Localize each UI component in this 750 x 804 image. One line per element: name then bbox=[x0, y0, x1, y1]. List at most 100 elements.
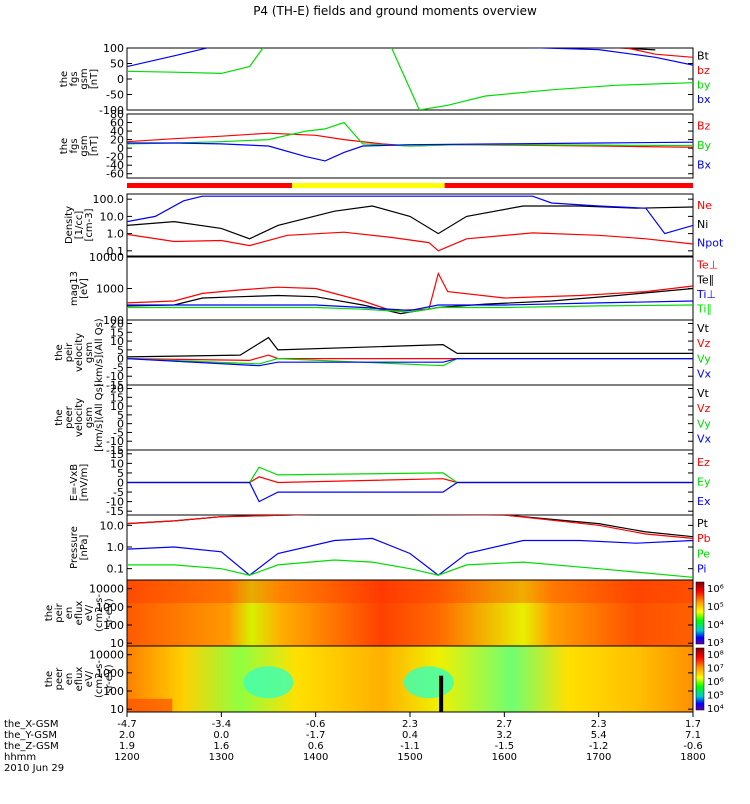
y-axis-label-line: E=-VxB bbox=[69, 464, 80, 501]
y-tick-label: 0 bbox=[117, 418, 124, 431]
y-tick-label: 50 bbox=[110, 58, 124, 71]
legend-Bz: Bz bbox=[697, 120, 711, 133]
legend-Pb: Pb bbox=[697, 532, 711, 545]
y-axis-label-line: gsm bbox=[79, 135, 90, 156]
footer-value: 5.4 bbox=[591, 730, 607, 741]
y-tick-label: 1.0 bbox=[107, 541, 125, 554]
y-tick-label: -40 bbox=[106, 159, 124, 172]
series-group bbox=[127, 195, 693, 252]
footer-row-label: hhmm bbox=[4, 752, 36, 763]
y-tick-label: -5 bbox=[113, 486, 124, 499]
y-tick-label: 10 bbox=[110, 457, 124, 470]
y-tick-label: 100 bbox=[103, 619, 124, 632]
y-tick-label: 5 bbox=[117, 344, 124, 357]
y-axis-label-line: (cm2-s- bbox=[94, 594, 105, 632]
y-axis-label-line: gsm bbox=[84, 407, 95, 428]
y-axis-label: thepeirvelocitygsm[km/s](All Qs) bbox=[54, 318, 105, 386]
panels-group: 100500-50-100thefgsgsm[nT]Btbzbybx806040… bbox=[44, 42, 724, 716]
colorbar-label: 10³ bbox=[707, 638, 724, 649]
series-Ez bbox=[127, 476, 693, 484]
y-axis-label-line: (cm2-s- bbox=[94, 660, 105, 698]
y-tick-label: 10000 bbox=[89, 251, 124, 264]
footer-value: 1800 bbox=[680, 752, 705, 763]
colorbar-label: 10⁴ bbox=[707, 620, 724, 631]
series-Te∥ bbox=[127, 287, 693, 315]
y-axis-label-line: peer bbox=[64, 405, 75, 429]
mode-bar bbox=[127, 183, 693, 188]
series-group bbox=[127, 121, 693, 162]
y-axis-label-line: the bbox=[54, 344, 65, 360]
colorbar-label: 10⁷ bbox=[707, 664, 724, 675]
series-Pb bbox=[127, 515, 693, 539]
colorbar-label: 10⁵ bbox=[707, 691, 724, 702]
legend-Vy: Vy bbox=[697, 352, 711, 365]
y-tick-label: 1000 bbox=[96, 667, 124, 680]
panel-frame bbox=[126, 319, 694, 386]
y-tick-label: 10.0 bbox=[100, 210, 125, 223]
y-tick-label: -100 bbox=[99, 104, 124, 117]
series-By bbox=[127, 121, 693, 147]
y-tick-label: -10 bbox=[106, 435, 124, 448]
footer-date: 2010 Jun 29 bbox=[4, 763, 64, 774]
legend-Ey: Ey bbox=[697, 475, 711, 488]
series-Ne bbox=[127, 231, 693, 252]
series-group bbox=[127, 466, 693, 503]
y-axis-label: Density[1/cc][cm-3] bbox=[64, 206, 95, 244]
y-axis-label: E=-VxB[mV/m] bbox=[69, 464, 90, 502]
y-tick-label: 10 bbox=[110, 400, 124, 413]
footer-axis: the_X-GSM -4.7 -3.4 -0.6 2.3 2.7 2.3 1.7 the_Y-G… bbox=[4, 712, 706, 774]
y-tick-label: -10 bbox=[106, 370, 124, 383]
panel-peir-spec: 10000 1000 100 10 thepeirenefluxeV/(cm2-s-sr… bbox=[44, 579, 724, 650]
legend-Npot: Npot bbox=[697, 237, 724, 250]
y-tick-label: 20 bbox=[110, 134, 124, 147]
footer-value: -0.6 bbox=[683, 741, 703, 752]
spectrogram-blob bbox=[243, 666, 294, 699]
spectrogram-band bbox=[127, 698, 173, 712]
legend-Vy: Vy bbox=[697, 417, 711, 430]
series-Ni bbox=[127, 205, 693, 240]
y-tick-label: 0 bbox=[117, 353, 124, 366]
legend-Vt: Vt bbox=[697, 322, 710, 335]
y-axis-label-line: [nPa] bbox=[79, 534, 90, 560]
y-axis-label-line: [km/s](All Qs) bbox=[94, 383, 105, 451]
series-Ex bbox=[127, 481, 693, 503]
legend-Bx: Bx bbox=[697, 158, 712, 171]
y-tick-label: 20 bbox=[110, 318, 124, 331]
y-axis-label-line: [eV] bbox=[79, 278, 90, 299]
y-axis-label-line: [nT] bbox=[89, 136, 100, 156]
y-axis-label: Pressure[nPa] bbox=[69, 526, 90, 569]
y-tick-label: 80 bbox=[110, 108, 124, 121]
y-axis-label-line: the bbox=[44, 671, 55, 687]
y-tick-label: 1000 bbox=[96, 601, 124, 614]
y-axis-label-line: eV/ bbox=[84, 670, 95, 687]
y-axis-label: thefgsgsm[nT] bbox=[59, 68, 100, 89]
series-Ti∥ bbox=[127, 304, 693, 313]
y-axis-label-line: mag13 bbox=[69, 271, 80, 306]
legend-Bt: Bt bbox=[697, 50, 710, 63]
y-axis-label-line: the bbox=[59, 71, 70, 87]
y-tick-label: 0 bbox=[117, 73, 124, 86]
y-axis-label-line: peer bbox=[54, 667, 65, 691]
series-Bx bbox=[127, 141, 693, 162]
y-axis-label-line: fgs bbox=[69, 71, 80, 86]
series-Vx bbox=[127, 358, 693, 367]
footer-value: -4.7 bbox=[117, 719, 137, 730]
y-axis-label-line: the bbox=[59, 138, 70, 154]
mode-bar-segment bbox=[444, 183, 693, 188]
series-Ey bbox=[127, 466, 693, 484]
y-axis-label-line: sr-eV) bbox=[104, 598, 115, 627]
legend-Pt: Pt bbox=[697, 517, 709, 530]
y-axis-label-line: fgs bbox=[69, 138, 80, 153]
footer-value: 1500 bbox=[397, 752, 422, 763]
legend-Ez: Ez bbox=[697, 456, 710, 469]
y-axis-label: thepeervelocitygsm[km/s](All Qs) bbox=[54, 383, 105, 451]
panel-peer-velocity: 20151050-5-10-15thepeervelocitygsm[km/s]… bbox=[54, 383, 712, 457]
y-axis-label-line: sr-eV) bbox=[104, 664, 115, 693]
y-axis-label-line: velocity bbox=[74, 333, 85, 372]
colorbar-label: 10⁶ bbox=[707, 584, 724, 595]
y-tick-label: 60 bbox=[110, 117, 124, 130]
y-tick-label: 10000 bbox=[89, 649, 124, 662]
legend-bz: bz bbox=[697, 64, 710, 77]
series-bz bbox=[612, 48, 693, 58]
